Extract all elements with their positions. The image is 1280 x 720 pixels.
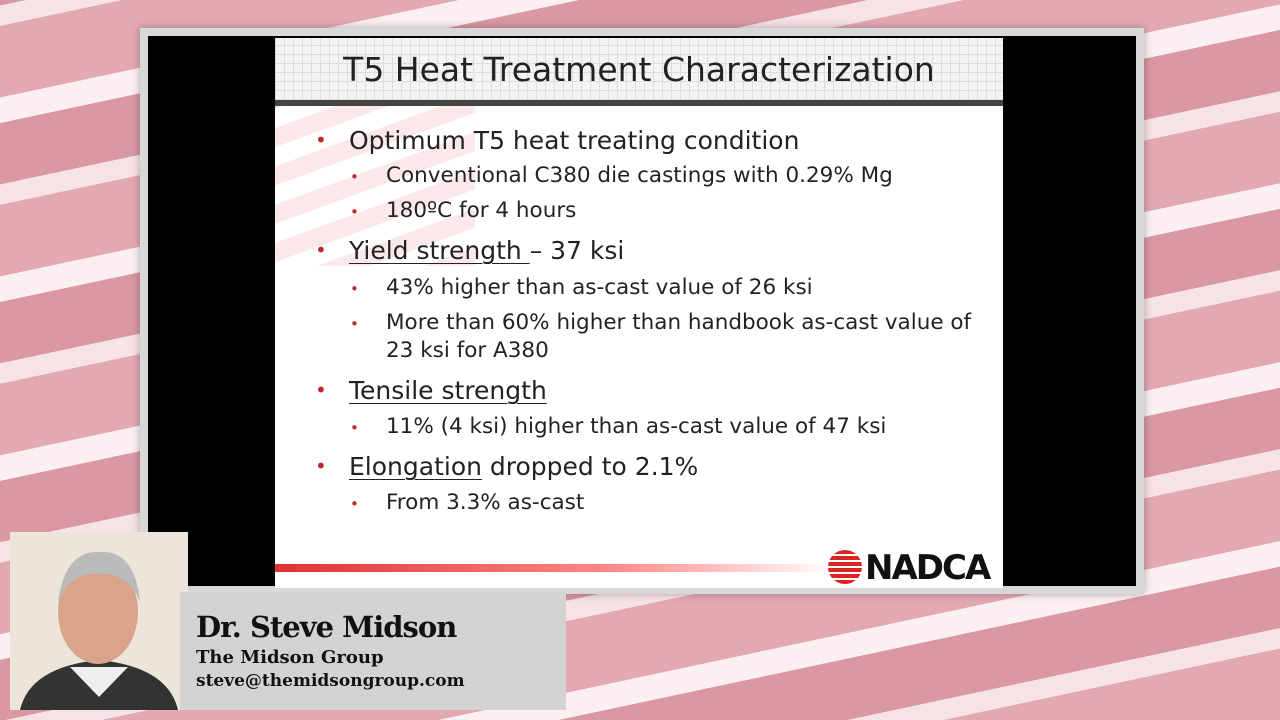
bullet: Elongation dropped to 2.1% bbox=[315, 452, 699, 481]
underlined-text: Elongation bbox=[349, 452, 482, 481]
bullet-text: dropped to 2.1% bbox=[481, 452, 699, 481]
bullet: Tensile strength bbox=[315, 376, 547, 405]
sub-bullet: 11% (4 ksi) higher than as-cast value of… bbox=[350, 413, 976, 442]
bullet-text: – 37 ksi bbox=[529, 236, 625, 265]
presenter-email: steve@themidsongroup.com bbox=[196, 671, 465, 691]
slide-title: T5 Heat Treatment Characterization bbox=[343, 50, 935, 89]
slide: T5 Heat Treatment Characterization Optim… bbox=[275, 38, 1003, 588]
presenter-figure bbox=[10, 532, 188, 710]
logo-icon bbox=[828, 550, 862, 584]
underlined-text: Tensile strength bbox=[349, 376, 547, 405]
title-bar bbox=[275, 38, 1003, 106]
collar bbox=[70, 667, 128, 697]
face bbox=[58, 560, 138, 664]
bullet: Optimum T5 heat treating condition bbox=[315, 126, 800, 155]
sub-bullet: 180ºC for 4 hours bbox=[350, 197, 976, 226]
bullet-text: Optimum T5 heat treating condition bbox=[349, 126, 800, 155]
sub-bullet: More than 60% higher than handbook as-ca… bbox=[350, 309, 976, 365]
name-card: Dr. Steve Midson The Midson Group steve@… bbox=[180, 592, 566, 710]
sub-bullet: Conventional C380 die castings with 0.29… bbox=[350, 162, 976, 191]
sub-bullet: 43% higher than as-cast value of 26 ksi bbox=[350, 274, 976, 303]
logo: NADCA bbox=[865, 548, 991, 588]
sub-bullet: From 3.3% as-cast bbox=[350, 489, 976, 518]
footer-bar bbox=[275, 564, 835, 572]
hair bbox=[58, 551, 140, 602]
presenter-organization: The Midson Group bbox=[196, 647, 384, 668]
underlined-text: Yield strength bbox=[349, 236, 530, 265]
bullet: Yield strength – 37 ksi bbox=[315, 236, 625, 265]
presenter-name: Dr. Steve Midson bbox=[196, 610, 457, 644]
presenter-photo bbox=[10, 532, 188, 710]
